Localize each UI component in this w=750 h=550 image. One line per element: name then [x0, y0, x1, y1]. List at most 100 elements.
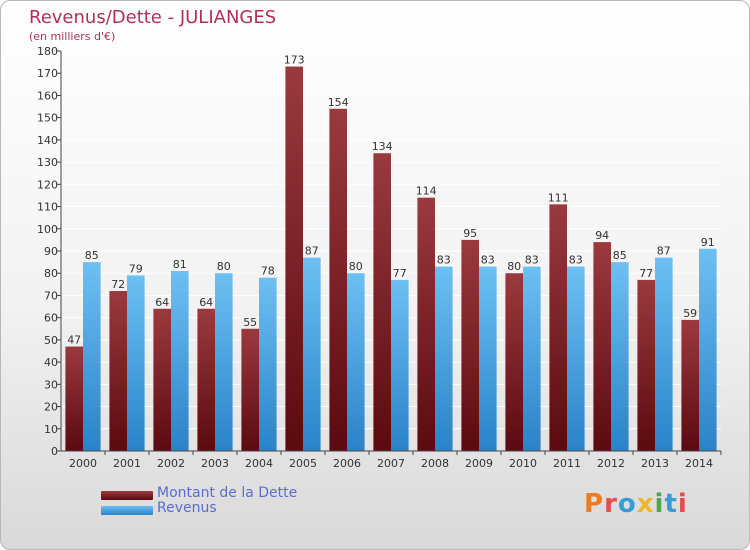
x-tick-label: 2008: [421, 457, 449, 470]
data-label-debt-2005: 173: [284, 54, 305, 67]
bar-debt-2010: [505, 273, 523, 451]
proxiti-logo: Proxiti: [584, 489, 688, 519]
y-tick-label: 50: [44, 334, 58, 347]
y-tick-label: 80: [44, 267, 58, 280]
bar-debt-2013: [637, 279, 655, 451]
bar-revenue-2007: [391, 279, 409, 451]
y-tick-label: 100: [37, 223, 58, 236]
y-tick-label: 150: [37, 112, 58, 125]
bar-debt-2011: [549, 204, 567, 451]
data-label-revenue-2006: 80: [349, 260, 363, 273]
y-tick-label: 90: [44, 245, 58, 258]
logo-letter: i: [654, 489, 665, 519]
bar-revenue-2012: [611, 262, 629, 451]
y-tick-label: 180: [37, 45, 58, 58]
data-label-revenue-2001: 79: [129, 262, 143, 275]
x-tick-label: 2007: [377, 457, 405, 470]
data-label-revenue-2011: 83: [569, 254, 583, 267]
data-label-debt-2013: 77: [639, 267, 653, 280]
bar-revenue-2010: [523, 266, 541, 451]
y-tick-label: 170: [37, 67, 58, 80]
y-tick-label: 0: [51, 445, 58, 458]
logo-letter: r: [604, 489, 618, 519]
data-label-debt-2011: 111: [548, 191, 569, 204]
data-label-revenue-2013: 87: [657, 245, 671, 258]
x-tick-label: 2003: [201, 457, 229, 470]
data-label-debt-2012: 94: [595, 229, 609, 242]
bar-debt-2009: [461, 239, 479, 451]
data-label-debt-2004: 55: [243, 316, 257, 329]
bar-debt-2006: [329, 108, 347, 452]
y-tick-label: 120: [37, 178, 58, 191]
data-label-debt-2014: 59: [683, 307, 697, 320]
x-tick-label: 2000: [69, 457, 97, 470]
data-label-debt-2009: 95: [463, 227, 477, 240]
y-tick-label: 20: [44, 401, 58, 414]
bar-revenue-2003: [215, 273, 233, 451]
bar-debt-2002: [153, 308, 171, 451]
bar-debt-2003: [197, 308, 215, 451]
y-tick-label: 10: [44, 423, 58, 436]
y-tick-label: 130: [37, 156, 58, 169]
x-tick-label: 2001: [113, 457, 141, 470]
data-label-revenue-2005: 87: [305, 245, 319, 258]
bar-revenue-2005: [303, 257, 321, 451]
data-label-debt-2000: 47: [67, 334, 81, 347]
y-tick-label: 110: [37, 201, 58, 214]
x-tick-label: 2011: [553, 457, 581, 470]
data-label-debt-2001: 72: [111, 278, 125, 291]
bar-revenue-2009: [479, 266, 497, 451]
x-tick-label: 2002: [157, 457, 185, 470]
chart-subtitle: (en milliers d'€): [29, 30, 116, 43]
bar-revenue-2006: [347, 273, 365, 451]
x-tick-label: 2010: [509, 457, 537, 470]
data-label-revenue-2002: 81: [173, 258, 187, 271]
bar-debt-2005: [285, 66, 303, 452]
bar-debt-2001: [109, 291, 127, 451]
x-tick-label: 2014: [685, 457, 713, 470]
legend-swatch-debt: [101, 490, 153, 500]
bar-revenue-2011: [567, 266, 585, 451]
bar-debt-2008: [417, 197, 435, 451]
x-tick-label: 2009: [465, 457, 493, 470]
data-labels: 47 85 72 79 64 81 64 80 55 78 173 87 154 80 134 77 114 83…: [67, 54, 715, 347]
data-label-revenue-2003: 80: [217, 260, 231, 273]
bar-revenue-2013: [655, 257, 673, 451]
bar-revenue-2014: [699, 248, 717, 451]
y-tick-label: 40: [44, 356, 58, 369]
bar-revenue-2002: [171, 271, 189, 451]
data-label-debt-2006: 154: [328, 96, 349, 109]
bar-debt-2014: [681, 319, 699, 451]
data-label-debt-2002: 64: [155, 296, 169, 309]
logo-letter: P: [584, 489, 605, 519]
data-label-revenue-2012: 85: [613, 249, 627, 262]
bar-debt-2007: [373, 153, 391, 451]
logo-letter: x: [636, 489, 655, 519]
data-label-revenue-2008: 83: [437, 254, 451, 267]
data-label-revenue-2007: 77: [393, 267, 407, 280]
legend-item-debt: Montant de la Dette: [101, 485, 297, 503]
logo-letter: i: [677, 489, 688, 519]
x-tick-label: 2005: [289, 457, 317, 470]
logo-letter: t: [664, 489, 678, 519]
data-label-revenue-2009: 83: [481, 254, 495, 267]
data-label-revenue-2010: 83: [525, 254, 539, 267]
y-tick-label: 160: [37, 89, 58, 102]
data-label-debt-2007: 134: [372, 140, 393, 153]
data-label-revenue-2000: 85: [85, 249, 99, 262]
bar-debt-2000: [65, 346, 83, 451]
y-tick-label: 70: [44, 289, 58, 302]
legend-label-revenue: Revenus: [157, 500, 217, 516]
legend-item-revenue: Revenus: [101, 500, 217, 518]
bar-revenue-2001: [127, 275, 145, 451]
legend-label-debt: Montant de la Dette: [157, 485, 298, 501]
x-tick-label: 2006: [333, 457, 361, 470]
bar-revenue-2000: [83, 262, 101, 451]
bars: [65, 66, 717, 452]
y-tick-label: 140: [37, 134, 58, 147]
bar-debt-2012: [593, 242, 611, 451]
x-tick-label: 2012: [597, 457, 625, 470]
data-label-revenue-2004: 78: [261, 265, 275, 278]
